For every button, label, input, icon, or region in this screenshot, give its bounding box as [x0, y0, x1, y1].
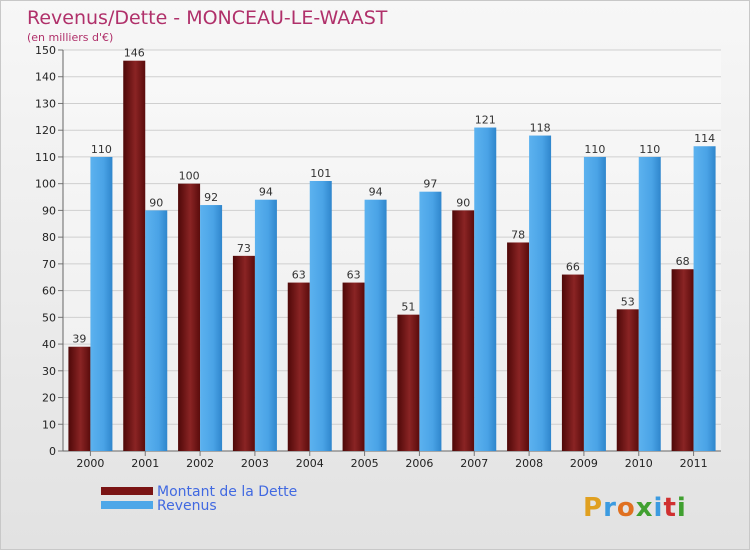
data-label: 94	[369, 186, 383, 199]
bar-revenus	[364, 199, 387, 451]
y-tick-label: 60	[42, 285, 56, 298]
bar-dette	[616, 309, 639, 451]
data-label: 90	[456, 196, 470, 209]
x-tick-label: 2001	[131, 457, 159, 470]
bar-revenus	[254, 199, 277, 451]
bar-revenus	[474, 127, 497, 451]
data-label: 110	[639, 143, 660, 156]
bar-revenus	[638, 156, 661, 451]
logo-text: Proxiti	[583, 493, 687, 523]
y-tick-label: 40	[42, 338, 56, 351]
data-label: 78	[511, 228, 525, 241]
y-tick-label: 50	[42, 311, 56, 324]
x-tick-label: 2007	[460, 457, 488, 470]
bar-revenus	[583, 156, 606, 451]
y-tick-label: 0	[49, 445, 56, 458]
data-label: 110	[584, 143, 605, 156]
y-tick-label: 130	[35, 97, 56, 110]
legend-label-dette: Montant de la Dette	[157, 484, 297, 500]
data-label: 118	[530, 122, 551, 135]
data-label: 51	[401, 301, 415, 314]
x-tick-label: 2002	[186, 457, 214, 470]
y-tick-label: 10	[42, 418, 56, 431]
bar-dette	[68, 346, 91, 451]
y-tick-label: 140	[35, 71, 56, 84]
y-tick-label: 30	[42, 365, 56, 378]
proxiti-logo: Proxiti	[583, 493, 687, 523]
x-tick-label: 2005	[351, 457, 379, 470]
bar-dette	[507, 242, 530, 451]
data-label: 68	[676, 255, 690, 268]
bar-revenus	[693, 146, 716, 452]
data-label: 90	[149, 196, 163, 209]
y-tick-label: 100	[35, 178, 56, 191]
bar-dette	[397, 314, 420, 451]
x-tick-label: 2011	[680, 457, 708, 470]
bar-dette	[287, 282, 310, 451]
legend-swatch-revenus	[101, 501, 153, 509]
logo-letter: P	[583, 493, 603, 523]
plot-background	[63, 50, 721, 451]
data-label: 63	[292, 269, 306, 282]
bar-dette	[232, 255, 255, 451]
logo-letter: o	[617, 493, 636, 523]
x-tick-label: 2003	[241, 457, 269, 470]
x-tick-label: 2010	[625, 457, 653, 470]
x-tick-label: 2008	[515, 457, 543, 470]
x-tick-label: 2000	[76, 457, 104, 470]
bar-dette	[561, 274, 584, 451]
data-label: 73	[237, 242, 251, 255]
data-label: 121	[475, 114, 496, 127]
data-label: 100	[179, 170, 200, 183]
logo-letter: r	[603, 493, 617, 523]
logo-letter: x	[636, 493, 654, 523]
y-tick-label: 20	[42, 392, 56, 405]
bar-revenus	[90, 156, 113, 451]
legend-swatch-dette	[101, 487, 153, 495]
data-label: 97	[423, 178, 437, 191]
y-tick-label: 80	[42, 231, 56, 244]
x-tick-label: 2004	[296, 457, 324, 470]
bar-dette	[342, 282, 365, 451]
data-label: 92	[204, 191, 218, 204]
x-tick-label: 2006	[405, 457, 433, 470]
y-tick-label: 110	[35, 151, 56, 164]
data-label: 110	[91, 143, 112, 156]
data-label: 66	[566, 261, 580, 274]
data-label: 53	[621, 295, 635, 308]
chart-title: Revenus/Dette - MONCEAU-LE-WAAST	[27, 7, 388, 29]
bar-dette	[671, 269, 694, 451]
y-tick-label: 120	[35, 124, 56, 137]
x-tick-label: 2009	[570, 457, 598, 470]
bar-revenus	[200, 205, 223, 451]
bar-dette	[123, 60, 146, 452]
logo-letter: i	[677, 493, 687, 523]
data-label: 146	[124, 47, 145, 60]
bar-revenus	[529, 135, 552, 451]
y-tick-label: 70	[42, 258, 56, 271]
chart-subtitle: (en milliers d'€)	[27, 31, 113, 44]
logo-letter: t	[663, 493, 676, 523]
logo-letter: i	[654, 493, 664, 523]
data-label: 94	[259, 186, 273, 199]
bar-dette	[178, 183, 201, 451]
y-tick-label: 150	[35, 44, 56, 57]
y-tick-label: 90	[42, 204, 56, 217]
bar-revenus	[309, 180, 332, 451]
data-label: 39	[72, 333, 86, 346]
bar-dette	[452, 210, 475, 451]
plot-area: 0 10 20 30 40 50 60 70 80 90 100 110 120 130 140 150 39 1…	[35, 44, 721, 470]
bar-revenus	[145, 210, 168, 451]
legend-label-revenus: Revenus	[157, 498, 217, 514]
data-label: 101	[310, 167, 331, 180]
bar-revenus	[419, 191, 442, 452]
data-label: 114	[694, 132, 715, 145]
data-label: 63	[347, 269, 361, 282]
